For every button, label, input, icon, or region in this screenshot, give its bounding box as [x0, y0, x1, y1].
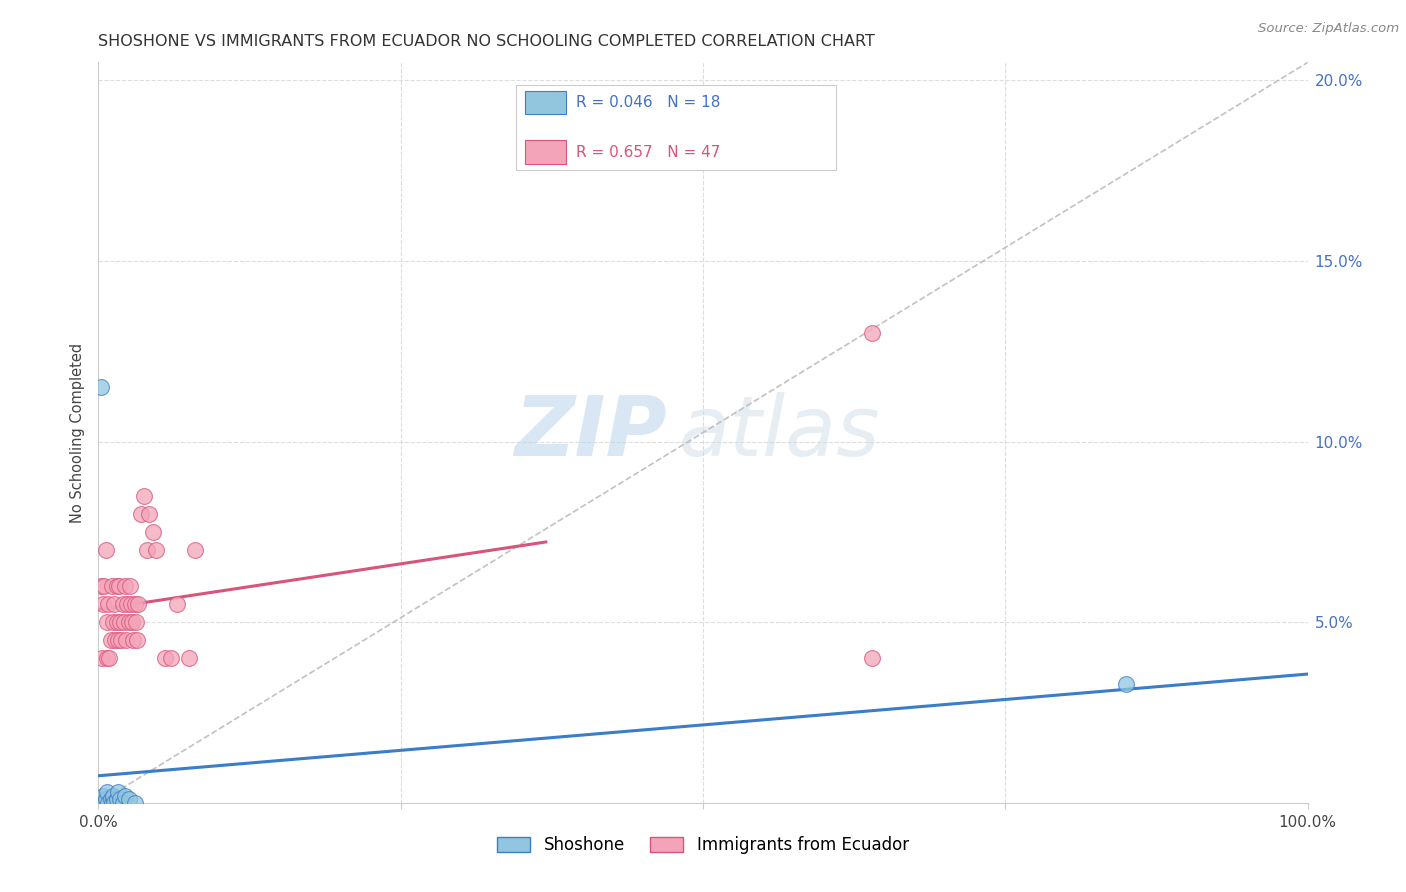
Point [184, 543, 207, 558]
Point [94, 543, 117, 558]
Point [110, 633, 132, 648]
Point [153, 651, 176, 665]
Point [105, 615, 128, 630]
Point [103, 597, 125, 611]
Point [117, 597, 139, 611]
Point [90, 579, 112, 593]
Point [129, 507, 152, 521]
Text: R = 0.657   N = 47: R = 0.657 N = 47 [576, 145, 720, 160]
Point [127, 597, 149, 611]
Point [100, 796, 122, 810]
FancyBboxPatch shape [516, 85, 837, 169]
Point [135, 543, 157, 558]
Point [118, 615, 141, 630]
Point [96, 615, 118, 630]
Point [104, 633, 127, 648]
Point [122, 633, 145, 648]
Point [108, 579, 131, 593]
Point [108, 792, 131, 806]
Point [111, 796, 134, 810]
Point [134, 489, 156, 503]
Point [111, 597, 134, 611]
Point [115, 633, 138, 648]
FancyBboxPatch shape [526, 140, 567, 164]
Point [100, 579, 122, 593]
Point [90, 380, 112, 394]
Point [103, 796, 125, 810]
Point [100, 633, 122, 648]
Point [124, 597, 146, 611]
Point [100, 792, 122, 806]
Legend: Shoshone, Immigrants from Ecuador: Shoshone, Immigrants from Ecuador [491, 830, 915, 861]
Point [91, 651, 114, 665]
Point [101, 615, 124, 630]
Point [127, 633, 149, 648]
Point [138, 507, 160, 521]
Point [124, 796, 146, 810]
Point [860, 651, 883, 665]
Point [96, 651, 118, 665]
Point [94, 792, 117, 806]
Text: Source: ZipAtlas.com: Source: ZipAtlas.com [1258, 22, 1399, 36]
Point [107, 785, 129, 799]
Point [105, 792, 128, 806]
Point [179, 651, 201, 665]
Point [120, 597, 142, 611]
Point [121, 615, 143, 630]
Point [107, 633, 129, 648]
Point [860, 326, 883, 341]
Point [93, 796, 115, 810]
Point [91, 789, 114, 803]
Point [101, 789, 124, 803]
Point [114, 579, 136, 593]
Point [118, 579, 141, 593]
Point [114, 789, 136, 803]
Point [97, 796, 120, 810]
Point [1115, 676, 1137, 690]
FancyBboxPatch shape [526, 91, 567, 114]
Text: R = 0.046   N = 18: R = 0.046 N = 18 [576, 95, 720, 110]
Point [93, 579, 115, 593]
Point [105, 579, 128, 593]
Point [142, 524, 165, 539]
Point [125, 615, 148, 630]
Point [108, 615, 131, 630]
Point [160, 651, 183, 665]
Point [96, 785, 118, 799]
Point [98, 651, 121, 665]
Point [166, 597, 188, 611]
Text: atlas: atlas [679, 392, 880, 473]
Point [112, 615, 135, 630]
Text: SHOSHONE VS IMMIGRANTS FROM ECUADOR NO SCHOOLING COMPLETED CORRELATION CHART: SHOSHONE VS IMMIGRANTS FROM ECUADOR NO S… [98, 34, 876, 49]
Point [97, 597, 120, 611]
Point [118, 792, 141, 806]
Y-axis label: No Schooling Completed: No Schooling Completed [69, 343, 84, 523]
Point [91, 597, 114, 611]
Point [145, 543, 167, 558]
Text: ZIP: ZIP [515, 392, 666, 473]
